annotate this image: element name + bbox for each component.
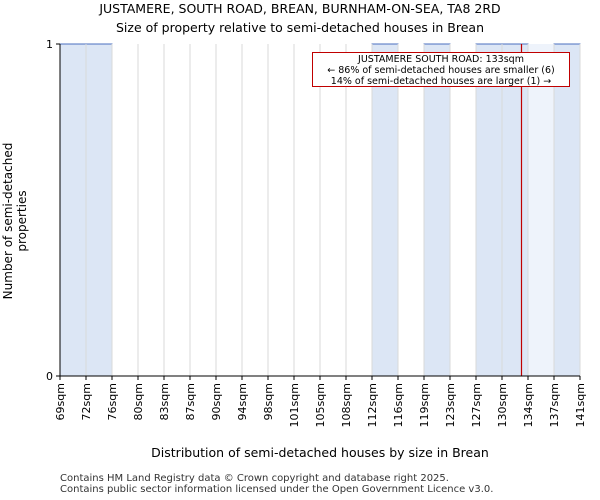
x-tick-label: 127sqm bbox=[470, 383, 483, 427]
histogram-bar bbox=[371, 43, 399, 377]
footer-copyright: Contains HM Land Registry data © Crown c… bbox=[60, 473, 449, 484]
x-tick-label: 130sqm bbox=[496, 383, 509, 427]
x-tick-label: 76sqm bbox=[106, 383, 119, 420]
histogram-bar bbox=[501, 43, 529, 377]
x-tick-label: 101sqm bbox=[288, 383, 301, 427]
annotation-line-2: ← 86% of semi-detached houses are smalle… bbox=[327, 65, 555, 76]
histogram-bar bbox=[475, 43, 503, 377]
x-tick-label: 87sqm bbox=[184, 383, 197, 420]
x-tick-label: 137sqm bbox=[548, 383, 561, 427]
annotation-line-1: JUSTAMERE SOUTH ROAD: 133sqm bbox=[358, 54, 524, 65]
y-axis-label: Number of semi-detached properties bbox=[1, 142, 29, 300]
x-tick-label: 90sqm bbox=[210, 383, 223, 420]
histogram-bar bbox=[85, 43, 113, 377]
x-tick-label: 108sqm bbox=[340, 383, 353, 427]
x-tick-label: 116sqm bbox=[392, 383, 405, 427]
histogram-bar bbox=[553, 43, 581, 377]
chart-title: JUSTAMERE, SOUTH ROAD, BREAN, BURNHAM-ON… bbox=[99, 1, 501, 16]
x-tick-label: 112sqm bbox=[366, 383, 379, 427]
x-tick-label: 80sqm bbox=[132, 383, 145, 420]
x-tick-label: 119sqm bbox=[418, 383, 431, 427]
x-tick-label: 134sqm bbox=[522, 383, 535, 427]
x-tick-label: 69sqm bbox=[54, 383, 67, 420]
x-tick-label: 83sqm bbox=[158, 383, 171, 420]
chart-subtitle: Size of property relative to semi-detach… bbox=[116, 20, 484, 35]
property-annotation: JUSTAMERE SOUTH ROAD: 133sqm ← 86% of se… bbox=[312, 52, 570, 87]
footer-licence: Contains public sector information licen… bbox=[60, 484, 494, 495]
x-tick-label: 98sqm bbox=[262, 383, 275, 420]
histogram-bar bbox=[423, 43, 451, 377]
histogram-bar bbox=[59, 43, 87, 377]
x-tick-label: 72sqm bbox=[80, 383, 93, 420]
annotation-line-3: 14% of semi-detached houses are larger (… bbox=[330, 76, 552, 87]
x-axis-label: Distribution of semi-detached houses by … bbox=[151, 445, 489, 460]
y-tick-label: 0 bbox=[46, 370, 53, 383]
x-tick-label: 123sqm bbox=[444, 383, 457, 427]
x-tick-label: 94sqm bbox=[236, 383, 249, 420]
x-tick-label: 105sqm bbox=[314, 383, 327, 427]
y-tick-label: 1 bbox=[46, 38, 53, 51]
x-tick-label: 141sqm bbox=[574, 383, 587, 427]
